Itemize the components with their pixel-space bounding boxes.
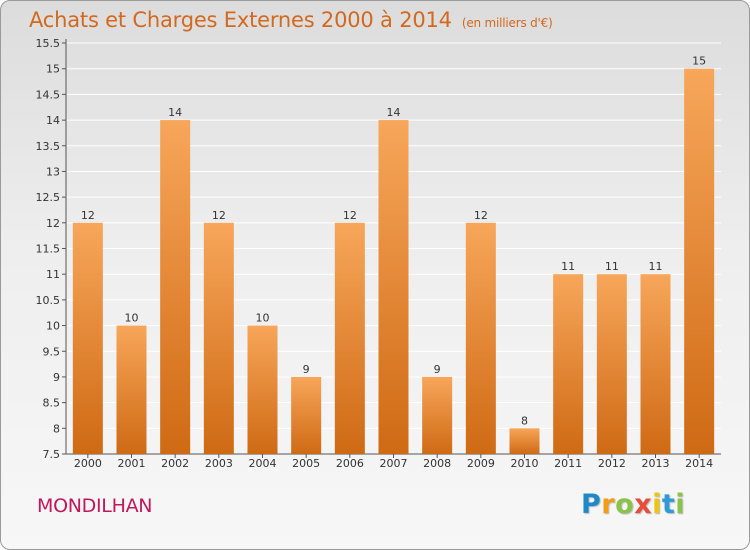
y-tick-label: 13	[46, 165, 60, 178]
bar-value-label: 12	[474, 209, 488, 222]
bar	[422, 376, 453, 454]
x-tick-label: 2006	[336, 457, 364, 470]
bar	[553, 274, 584, 454]
brand-letter: x	[634, 489, 653, 520]
x-tick-label: 2003	[205, 457, 233, 470]
chart-unit: (en milliers d'€)	[461, 16, 553, 30]
y-tick-label: 10.5	[36, 294, 61, 307]
y-tick-label: 9	[53, 371, 60, 384]
y-tick-label: 7.5	[43, 448, 61, 461]
y-tick-label: 12	[46, 217, 60, 230]
bar-value-label: 14	[168, 106, 182, 119]
x-tick-label: 2005	[292, 457, 320, 470]
bar-value-label: 14	[387, 106, 401, 119]
y-tick-label: 14.5	[36, 88, 61, 101]
x-tick-label: 2001	[118, 457, 146, 470]
brand-letter: i	[652, 489, 662, 520]
bar-value-label: 10	[125, 312, 139, 325]
bar	[378, 120, 409, 454]
y-tick-label: 12.5	[36, 191, 61, 204]
bar-value-label: 12	[343, 209, 357, 222]
bar	[247, 325, 278, 454]
bar	[334, 222, 365, 454]
bar-value-label: 9	[303, 363, 310, 376]
x-tick-label: 2013	[642, 457, 670, 470]
bar-value-label: 9	[434, 363, 441, 376]
brand-letter: i	[675, 489, 686, 520]
bar-value-label: 8	[521, 414, 528, 427]
bar	[203, 222, 234, 454]
x-tick-label: 2011	[554, 457, 582, 470]
y-tick-label: 14	[46, 114, 60, 127]
bar-value-label: 10	[256, 312, 270, 325]
x-tick-label: 2000	[74, 457, 102, 470]
bar-value-label: 11	[649, 260, 663, 273]
x-tick-label: 2009	[467, 457, 495, 470]
bar	[465, 222, 496, 454]
x-tick-label: 2010	[511, 457, 539, 470]
x-tick-label: 2012	[598, 457, 626, 470]
y-tick-label: 15	[46, 63, 60, 76]
bar	[509, 428, 540, 454]
bar-value-label: 15	[692, 55, 706, 68]
bar	[72, 222, 103, 454]
bar	[160, 120, 191, 454]
brand-letter: o	[615, 489, 635, 520]
y-tick-label: 13.5	[36, 140, 61, 153]
y-tick-label: 8.5	[43, 397, 61, 410]
y-tick-label: 15.5	[36, 37, 61, 50]
bar-value-label: 11	[561, 260, 575, 273]
y-tick-label: 9.5	[43, 345, 61, 358]
brand-letter: r	[601, 489, 616, 520]
brand-logo: Proxiti	[581, 489, 685, 520]
bar	[640, 274, 671, 454]
x-tick-label: 2014	[685, 457, 713, 470]
x-tick-label: 2004	[249, 457, 277, 470]
bar	[684, 68, 715, 454]
y-tick-label: 10	[46, 320, 60, 333]
y-tick-label: 8	[53, 422, 60, 435]
chart-title-text: Achats et Charges Externes 2000 à 2014	[29, 8, 452, 32]
bar-value-label: 11	[605, 260, 619, 273]
bar	[116, 325, 147, 454]
bar	[596, 274, 627, 454]
x-tick-label: 2008	[423, 457, 451, 470]
y-tick-label: 11	[46, 268, 60, 281]
commune-name: MONDILHAN	[37, 495, 153, 517]
bar-value-label: 12	[212, 209, 226, 222]
bar-value-label: 12	[81, 209, 95, 222]
chart-title: Achats et Charges Externes 2000 à 2014 (e…	[29, 8, 553, 32]
bar	[291, 376, 322, 454]
x-tick-label: 2002	[161, 457, 189, 470]
brand-letter: t	[661, 489, 676, 520]
x-tick-label: 2007	[380, 457, 408, 470]
brand-letter: P	[581, 489, 602, 520]
y-tick-label: 11.5	[36, 243, 61, 256]
